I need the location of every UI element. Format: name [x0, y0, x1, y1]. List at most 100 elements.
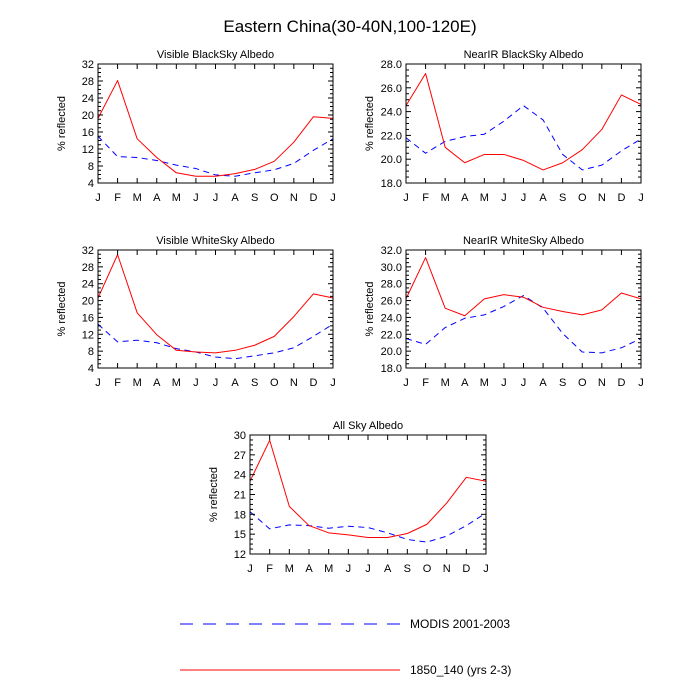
series-line-modis [405, 295, 642, 354]
x-tick-label: S [559, 377, 566, 389]
y-tick-label: 22.0 [381, 329, 402, 341]
x-tick-label: D [462, 563, 470, 575]
y-tick-label: 12 [82, 329, 94, 341]
x-tick-label: F [114, 377, 121, 389]
x-tick-label: N [598, 192, 606, 204]
plot-frame [97, 249, 334, 369]
y-tick-label: 32.0 [381, 245, 402, 257]
y-tick-label: 18.0 [381, 363, 402, 375]
x-tick-label: J [330, 192, 336, 204]
series-line-model [249, 439, 487, 538]
series-line-model [97, 80, 334, 177]
x-tick-label: J [95, 192, 101, 204]
x-tick-label: J [330, 377, 336, 389]
y-tick-label: 32 [82, 245, 94, 257]
x-tick-label: D [309, 377, 317, 389]
x-tick-label: J [193, 192, 199, 204]
panel-title: All Sky Albedo [333, 420, 403, 432]
y-tick-label: 20.0 [381, 154, 402, 166]
x-tick-label: O [270, 377, 279, 389]
x-tick-label: M [285, 563, 294, 575]
x-tick-label: M [324, 563, 333, 575]
x-tick-label: J [501, 192, 507, 204]
y-tick-label: 26.0 [381, 83, 402, 95]
plot-frame [405, 249, 642, 369]
x-tick-label: M [172, 377, 181, 389]
y-tick-label: 8 [88, 161, 94, 173]
y-tick-label: 8 [88, 346, 94, 358]
x-tick-label: A [539, 192, 547, 204]
x-tick-label: S [404, 563, 411, 575]
y-tick-label: 4 [88, 363, 94, 375]
x-tick-label: J [213, 192, 219, 204]
y-tick-label: 16 [82, 312, 94, 324]
x-tick-label: F [422, 192, 429, 204]
x-tick-label: J [193, 377, 199, 389]
series-line-modis [249, 511, 487, 543]
x-tick-label: S [251, 377, 258, 389]
y-axis-label: % reflected [56, 96, 68, 151]
x-tick-label: J [365, 563, 371, 575]
y-tick-label: 28 [82, 262, 94, 274]
x-tick-label: F [422, 377, 429, 389]
x-tick-label: F [114, 192, 121, 204]
y-tick-label: 24 [82, 93, 94, 105]
x-tick-label: N [290, 377, 298, 389]
x-tick-label: J [213, 377, 219, 389]
y-tick-label: 16 [82, 127, 94, 139]
series-line-modis [405, 105, 642, 171]
x-tick-label: J [638, 377, 644, 389]
y-tick-label: 20 [82, 296, 94, 308]
x-tick-label: J [346, 563, 352, 575]
x-tick-label: D [617, 377, 625, 389]
x-tick-label: O [578, 377, 587, 389]
x-tick-label: M [133, 377, 142, 389]
x-tick-label: M [480, 192, 489, 204]
x-tick-label: J [95, 377, 101, 389]
x-tick-label: D [309, 192, 317, 204]
y-tick-label: 18.0 [381, 178, 402, 190]
y-tick-label: 12 [234, 549, 246, 561]
y-axis-label: % reflected [56, 281, 68, 336]
y-tick-label: 4 [88, 178, 94, 190]
x-tick-label: A [384, 563, 392, 575]
y-tick-label: 21 [234, 490, 246, 502]
y-tick-label: 30 [234, 430, 246, 442]
panel-title: Visible BlackSky Albedo [157, 49, 274, 61]
x-tick-label: J [638, 192, 644, 204]
x-tick-label: N [443, 563, 451, 575]
legend: MODIS 2001-2003 1850_140 (yrs 2-3) [180, 617, 511, 677]
y-tick-label: 28.0 [381, 59, 402, 71]
legend-label-model: 1850_140 (yrs 2-3) [410, 663, 511, 677]
y-tick-label: 20.0 [381, 346, 402, 358]
x-tick-label: A [153, 192, 161, 204]
x-tick-label: J [403, 192, 409, 204]
y-axis-label: % reflected [208, 467, 220, 522]
x-tick-label: J [521, 192, 527, 204]
x-tick-label: N [290, 192, 298, 204]
x-tick-label: A [305, 563, 313, 575]
x-tick-label: J [483, 563, 489, 575]
y-tick-label: 12 [82, 144, 94, 156]
x-tick-label: O [578, 192, 587, 204]
x-tick-label: M [441, 377, 450, 389]
x-tick-label: A [539, 377, 547, 389]
y-tick-label: 27 [234, 450, 246, 462]
panel-title: Visible WhiteSky Albedo [156, 235, 274, 247]
x-tick-label: M [133, 192, 142, 204]
x-tick-label: A [461, 377, 469, 389]
x-tick-label: A [231, 192, 239, 204]
y-tick-label: 22.0 [381, 130, 402, 142]
series-line-model [405, 257, 642, 317]
y-tick-label: 24 [234, 470, 246, 482]
y-tick-label: 15 [234, 529, 246, 541]
x-tick-label: S [559, 192, 566, 204]
figure-title: Eastern China(30-40N,100-120E) [223, 17, 476, 36]
y-tick-label: 32 [82, 59, 94, 71]
